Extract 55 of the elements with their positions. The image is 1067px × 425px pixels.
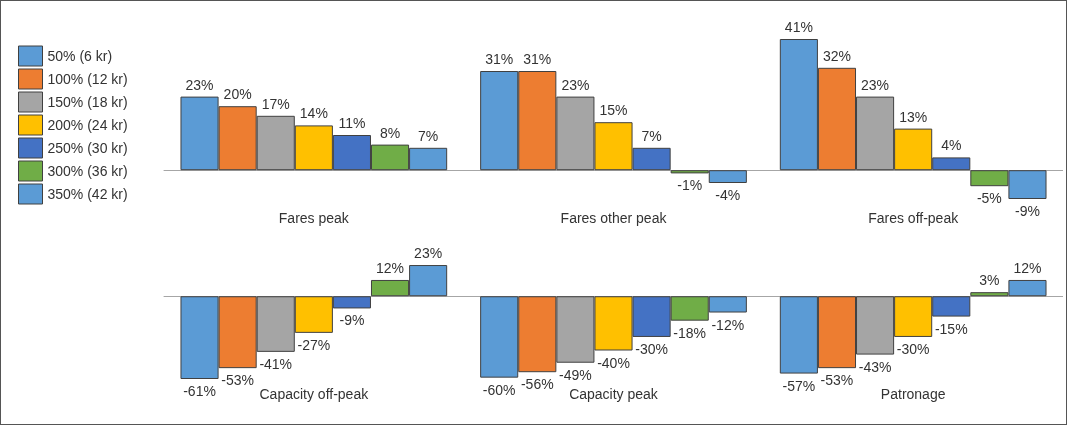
legend-label: 200% (24 kr) (47, 117, 128, 133)
data-label: -5% (976, 190, 1002, 207)
data-label: -40% (597, 354, 630, 371)
legend-label: 100% (12 kr) (47, 71, 128, 87)
data-label: 23% (861, 76, 890, 93)
data-label: -61% (183, 383, 216, 399)
x-tick-label: Fares other peak (560, 210, 668, 226)
data-label: 3% (979, 272, 1000, 289)
data-label: 7% (418, 127, 439, 144)
data-label: -9% (339, 312, 365, 329)
data-label: 23% (414, 245, 443, 262)
data-label: 31% (485, 51, 514, 67)
data-label: 8% (379, 124, 401, 141)
data-label: -12% (711, 316, 745, 333)
data-label: -56% (520, 376, 554, 393)
data-label: 13% (899, 108, 928, 125)
data-label: -15% (934, 320, 968, 337)
x-tick-label: Patronage (880, 386, 946, 402)
legend-label: 150% (18 kr) (47, 94, 128, 110)
data-label: -41% (259, 355, 293, 372)
data-label: -30% (635, 340, 668, 357)
data-label: -53% (820, 372, 854, 389)
data-label: 12% (1013, 259, 1042, 276)
data-label: 17% (261, 95, 290, 112)
data-label: -43% (858, 358, 892, 375)
data-label: 41% (784, 19, 813, 35)
data-label: -53% (221, 372, 254, 389)
data-label: 12% (376, 259, 405, 276)
data-label: 15% (599, 102, 628, 119)
x-tick-label: Capacity peak (569, 386, 659, 402)
data-label: 20% (223, 86, 252, 103)
data-label: -60% (482, 381, 516, 398)
data-label: -57% (782, 377, 816, 394)
data-label: 4% (941, 137, 962, 154)
x-tick-label: Capacity off-peak (259, 386, 370, 402)
legend-label: 50% (6 kr) (47, 48, 113, 64)
legend-label: 300% (36 kr) (47, 163, 128, 179)
data-label: -9% (1015, 203, 1040, 219)
data-label: 14% (299, 105, 328, 122)
data-label: 32% (822, 47, 851, 64)
data-label: -30% (896, 340, 930, 357)
legend-label: 350% (42 kr) (47, 186, 128, 202)
data-label: 11% (338, 115, 366, 131)
data-label: 7% (641, 127, 662, 144)
data-label: 23% (185, 76, 214, 93)
data-label: -49% (559, 366, 592, 383)
data-label: -18% (673, 324, 707, 341)
data-label: -4% (715, 187, 741, 203)
data-label: -1% (677, 177, 703, 194)
data-label: 31% (523, 51, 552, 67)
x-tick-label: Fares peak (278, 210, 350, 226)
legend-label: 250% (30 kr) (47, 140, 128, 156)
data-label: 23% (561, 76, 590, 93)
x-tick-label: Fares off-peak (868, 210, 960, 226)
data-label: -27% (297, 336, 331, 353)
